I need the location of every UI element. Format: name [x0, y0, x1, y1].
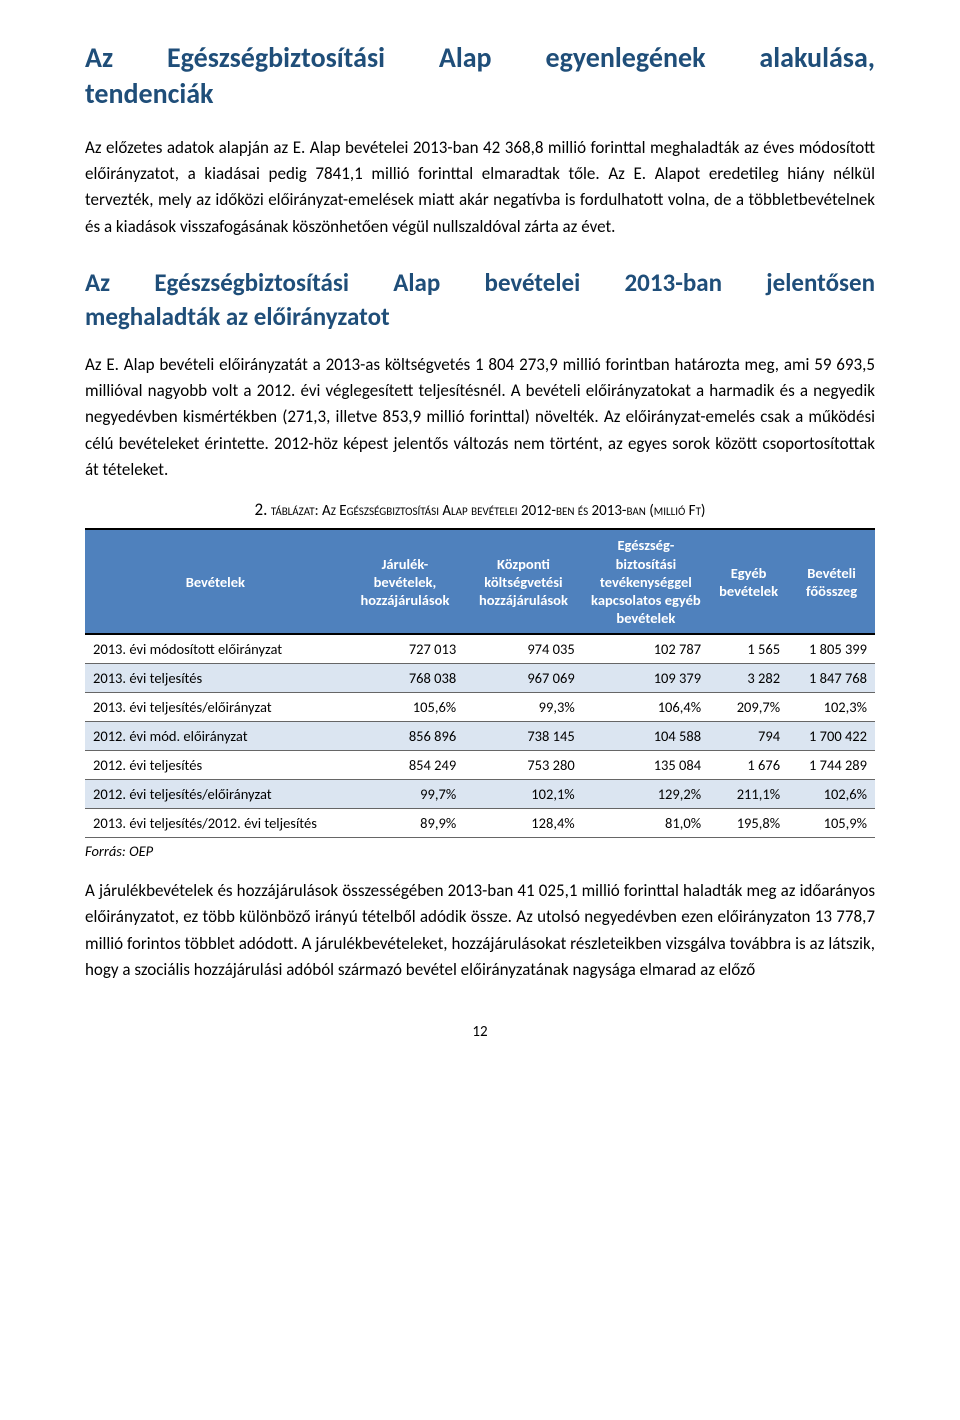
caption-text: táblázat: Az Egészségbiztosítási Alap be…	[271, 502, 706, 520]
cell: 856 896	[346, 722, 465, 751]
cell: 109 379	[583, 664, 709, 693]
cell: 738 145	[464, 722, 583, 751]
cell: 1 565	[709, 634, 788, 664]
paragraph-1: Az előzetes adatok alapján az E. Alap be…	[85, 135, 875, 240]
cell: 1 700 422	[788, 722, 875, 751]
column-header: Egyéb bevételek	[709, 529, 788, 634]
table-row: 2012. évi mód. előirányzat 856 896 738 1…	[85, 722, 875, 751]
page-number: 12	[85, 1023, 875, 1041]
cell: 105,6%	[346, 693, 465, 722]
column-header: Bevételi főösszeg	[788, 529, 875, 634]
cell: 1 676	[709, 751, 788, 780]
heading2-line-2: meghaladták az előirányzatot	[85, 300, 875, 334]
table-row: 2013. évi teljesítés/előirányzat 105,6% …	[85, 693, 875, 722]
row-label: 2012. évi teljesítés	[85, 751, 346, 780]
cell: 727 013	[346, 634, 465, 664]
row-label: 2012. évi mód. előirányzat	[85, 722, 346, 751]
paragraph-3: A járulékbevételek és hozzájárulások öss…	[85, 878, 875, 983]
cell: 135 084	[583, 751, 709, 780]
cell: 102,3%	[788, 693, 875, 722]
table-header-row: Bevételek Járulék-bevételek, hozzájárulá…	[85, 529, 875, 634]
column-header: Egészség-biztosítási tevékenységgel kapc…	[583, 529, 709, 634]
cell: 974 035	[464, 634, 583, 664]
table-caption: 2. táblázat: Az Egészségbiztosítási Alap…	[85, 499, 875, 520]
cell: 81,0%	[583, 809, 709, 838]
cell: 99,3%	[464, 693, 583, 722]
paragraph-2: Az E. Alap bevételi előirányzatát a 2013…	[85, 352, 875, 484]
row-label: 2013. évi teljesítés/előirányzat	[85, 693, 346, 722]
table-row: 2013. évi teljesítés 768 038 967 069 109…	[85, 664, 875, 693]
heading-line-2: tendenciák	[85, 76, 875, 112]
cell: 1 744 289	[788, 751, 875, 780]
column-header: Központi költségvetési hozzájárulások	[464, 529, 583, 634]
section-heading-1: Az Egészségbiztosítási Alap egyenlegének…	[85, 40, 875, 113]
row-label: 2013. évi teljesítés	[85, 664, 346, 693]
column-header: Bevételek	[85, 529, 346, 634]
cell: 89,9%	[346, 809, 465, 838]
heading2-line-1: Az Egészségbiztosítási Alap bevételei 20…	[85, 267, 875, 298]
cell: 104 588	[583, 722, 709, 751]
cell: 854 249	[346, 751, 465, 780]
table-row: 2013. évi teljesítés/2012. évi teljesíté…	[85, 809, 875, 838]
table-row: 2012. évi teljesítés 854 249 753 280 135…	[85, 751, 875, 780]
table-source: Forrás: OEP	[85, 842, 875, 860]
section-heading-2: Az Egészségbiztosítási Alap bevételei 20…	[85, 266, 875, 334]
cell: 794	[709, 722, 788, 751]
document-page: Az Egészségbiztosítási Alap egyenlegének…	[0, 0, 960, 1081]
cell: 129,2%	[583, 780, 709, 809]
cell: 211,1%	[709, 780, 788, 809]
table-body: 2013. évi módosított előirányzat 727 013…	[85, 634, 875, 838]
cell: 99,7%	[346, 780, 465, 809]
cell: 967 069	[464, 664, 583, 693]
caption-number: 2.	[255, 499, 268, 520]
cell: 106,4%	[583, 693, 709, 722]
cell: 753 280	[464, 751, 583, 780]
cell: 1 805 399	[788, 634, 875, 664]
row-label: 2012. évi teljesítés/előirányzat	[85, 780, 346, 809]
cell: 102,1%	[464, 780, 583, 809]
row-label: 2013. évi módosított előirányzat	[85, 634, 346, 664]
cell: 102 787	[583, 634, 709, 664]
column-header: Járulék-bevételek, hozzájárulások	[346, 529, 465, 634]
table-row: 2012. évi teljesítés/előirányzat 99,7% 1…	[85, 780, 875, 809]
table-row: 2013. évi módosított előirányzat 727 013…	[85, 634, 875, 664]
heading-line-1: Az Egészségbiztosítási Alap egyenlegének…	[85, 40, 875, 75]
row-label: 2013. évi teljesítés/2012. évi teljesíté…	[85, 809, 346, 838]
cell: 102,6%	[788, 780, 875, 809]
cell: 195,8%	[709, 809, 788, 838]
cell: 209,7%	[709, 693, 788, 722]
cell: 1 847 768	[788, 664, 875, 693]
cell: 3 282	[709, 664, 788, 693]
cell: 105,9%	[788, 809, 875, 838]
cell: 128,4%	[464, 809, 583, 838]
revenue-table: Bevételek Járulék-bevételek, hozzájárulá…	[85, 528, 875, 838]
cell: 768 038	[346, 664, 465, 693]
